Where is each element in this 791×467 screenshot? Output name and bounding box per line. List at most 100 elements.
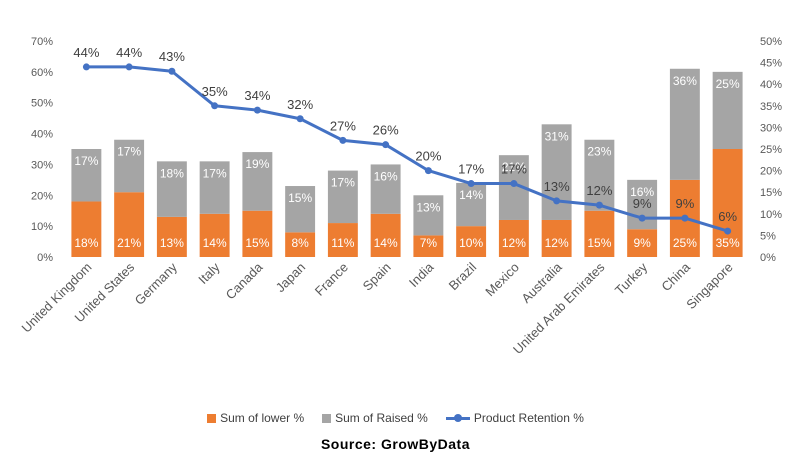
retention-data-label: 35% [202, 84, 228, 99]
data-label-raised: 15% [288, 191, 312, 205]
retention-data-label: 20% [415, 149, 441, 164]
legend-item-raised: Sum of Raised % [322, 411, 428, 425]
retention-point [382, 141, 390, 149]
y-right-tick-label: 25% [760, 144, 782, 156]
retention-point [296, 115, 304, 123]
bar-raised [114, 139, 145, 193]
data-label-raised: 14% [459, 188, 483, 202]
retention-point [724, 227, 732, 235]
bar-lower [71, 201, 102, 257]
x-tick-label: Japan [273, 260, 309, 296]
data-label-lower: 15% [587, 236, 611, 250]
y-right-tick-label: 5% [760, 230, 776, 242]
retention-point [211, 102, 219, 110]
data-label-lower: 14% [203, 236, 227, 250]
legend-swatch-retention [445, 413, 470, 423]
bar-raised [285, 186, 316, 233]
retention-data-label: 9% [675, 196, 694, 211]
legend-swatch-lower [207, 413, 217, 423]
bar-raised [199, 161, 230, 214]
x-tick-label: Turkey [612, 259, 651, 298]
data-label-raised: 18% [160, 166, 184, 180]
x-tick-label: France [312, 260, 351, 299]
retention-line [86, 65, 729, 233]
legend: Sum of lower % Sum of Raised % Product R… [0, 408, 791, 428]
retention-point [553, 197, 561, 205]
y-left-tick-label: 60% [31, 67, 53, 79]
bar-lower [199, 213, 230, 257]
data-label-raised: 13% [416, 200, 440, 214]
bar-raised [456, 182, 487, 227]
y-right-tick-label: 30% [760, 122, 782, 134]
retention-data-label: 6% [718, 209, 737, 224]
y-left-tick-label: 30% [31, 159, 53, 171]
y-right-tick-label: 50% [760, 36, 782, 48]
retention-point [510, 180, 518, 188]
data-label-lower: 8% [291, 236, 309, 250]
x-tick-label: India [406, 259, 437, 290]
data-label-lower: 15% [245, 236, 269, 250]
data-label-raised: 17% [203, 166, 227, 180]
retention-data-label: 9% [633, 196, 652, 211]
y-right-tick-label: 35% [760, 101, 782, 113]
y-left-tick-label: 70% [31, 36, 53, 48]
data-label-raised: 16% [630, 185, 654, 199]
retention-data-label: 44% [116, 45, 142, 60]
x-tick-label: Spain [360, 260, 394, 294]
data-label-raised: 31% [545, 129, 569, 143]
x-tick-label: Brazil [446, 259, 480, 293]
retention-data-label: 26% [373, 123, 399, 138]
chart-svg: 0% 10% 20% 30% 40% 50% 60% 70% 0% 5% 10% 15% 20% 25% 3… [18, 36, 782, 357]
retention-data-label: 27% [330, 118, 356, 133]
retention-data-label: 32% [287, 97, 313, 112]
bar-lower [541, 219, 572, 257]
legend-item-retention: Product Retention % [445, 411, 584, 425]
retention-point [467, 180, 475, 188]
retention-point [82, 63, 90, 71]
retention-data-label: 44% [73, 45, 99, 60]
data-label-raised: 21% [502, 160, 526, 174]
retention-data-label: 12% [586, 183, 612, 198]
data-label-raised: 17% [117, 145, 141, 159]
x-tick-label: Germany [132, 259, 181, 308]
data-label-raised: 16% [374, 169, 398, 183]
x-tick-label: Singapore [683, 260, 736, 313]
source-caption: Source: GrowByData [320, 436, 471, 452]
bar-lower [456, 226, 487, 257]
data-label-raised: 25% [716, 77, 740, 91]
retention-point [595, 201, 603, 209]
data-label-lower: 10% [459, 236, 483, 250]
y-left-tick-label: 0% [37, 252, 53, 264]
data-label-raised: 36% [673, 74, 697, 88]
data-label-lower: 9% [633, 236, 651, 250]
y-right-tick-label: 40% [760, 79, 782, 91]
bar-lower [327, 223, 358, 257]
bar-lower [285, 232, 316, 257]
data-label-lower: 25% [673, 236, 697, 250]
legend-item-lower: Sum of lower % [207, 411, 304, 425]
data-label-lower: 7% [420, 236, 438, 250]
retention-data-label: 17% [458, 162, 484, 177]
data-label-raised: 17% [331, 176, 355, 190]
bar-lower [242, 210, 273, 257]
x-tick-label: Italy [195, 259, 223, 287]
legend-label-lower: Sum of lower % [220, 411, 305, 425]
bar-lower [114, 192, 145, 257]
retention-point [681, 214, 689, 222]
y-left-tick-label: 10% [31, 221, 53, 233]
legend-swatch-raised [322, 413, 332, 423]
data-label-lower: 18% [74, 236, 98, 250]
x-tick-label: China [658, 259, 693, 294]
retention-data-label: 43% [159, 49, 185, 64]
bar-lower [156, 216, 187, 257]
bar-raised [242, 152, 273, 211]
bar-lower [712, 149, 743, 257]
data-label-lower: 14% [374, 236, 398, 250]
bar-raised [584, 139, 615, 211]
retention-point [253, 106, 261, 114]
bar-lower [627, 229, 658, 257]
x-tick-label: Canada [223, 259, 266, 302]
data-label-raised: 23% [587, 145, 611, 159]
bar-raised [413, 195, 444, 236]
